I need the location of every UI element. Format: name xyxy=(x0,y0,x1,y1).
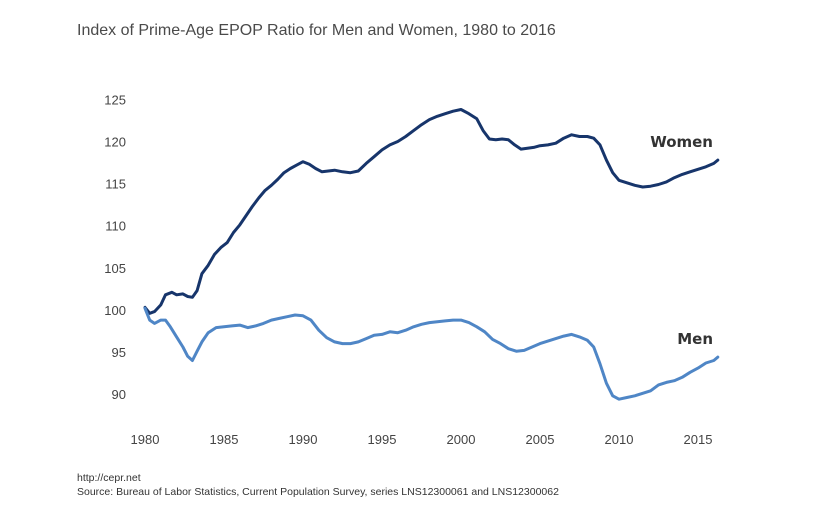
x-tick-label: 2005 xyxy=(526,432,555,447)
x-tick-label: 1990 xyxy=(289,432,318,447)
series-labels: Women Men xyxy=(650,133,713,348)
series-line-men xyxy=(143,306,720,401)
source-note: Source: Bureau of Labor Statistics, Curr… xyxy=(77,486,559,498)
y-tick-label: 95 xyxy=(112,345,126,360)
y-tick-label: 100 xyxy=(104,303,126,318)
series-label-women: Women xyxy=(650,133,713,151)
source-url: http://cepr.net xyxy=(77,472,141,484)
x-tick-label: 2015 xyxy=(684,432,713,447)
y-axis-ticks: 90 95 100 105 110 115 120 125 xyxy=(104,92,126,402)
chart-title: Index of Prime-Age EPOP Ratio for Men an… xyxy=(77,22,556,39)
y-tick-label: 90 xyxy=(112,387,126,402)
x-tick-label: 1980 xyxy=(131,432,160,447)
x-tick-label: 2000 xyxy=(447,432,476,447)
y-tick-label: 120 xyxy=(104,135,126,150)
y-tick-label: 115 xyxy=(105,177,126,192)
series-label-men: Men xyxy=(677,330,713,348)
series-line-women xyxy=(143,108,720,315)
x-tick-label: 1985 xyxy=(210,432,239,447)
x-tick-label: 1995 xyxy=(368,432,397,447)
x-axis-ticks: 1980 1985 1990 1995 2000 2005 2010 2015 xyxy=(131,432,713,447)
x-tick-label: 2010 xyxy=(605,432,634,447)
series-lines xyxy=(143,108,720,401)
y-tick-label: 125 xyxy=(104,92,126,107)
y-tick-label: 110 xyxy=(105,219,126,234)
y-tick-label: 105 xyxy=(104,261,126,276)
